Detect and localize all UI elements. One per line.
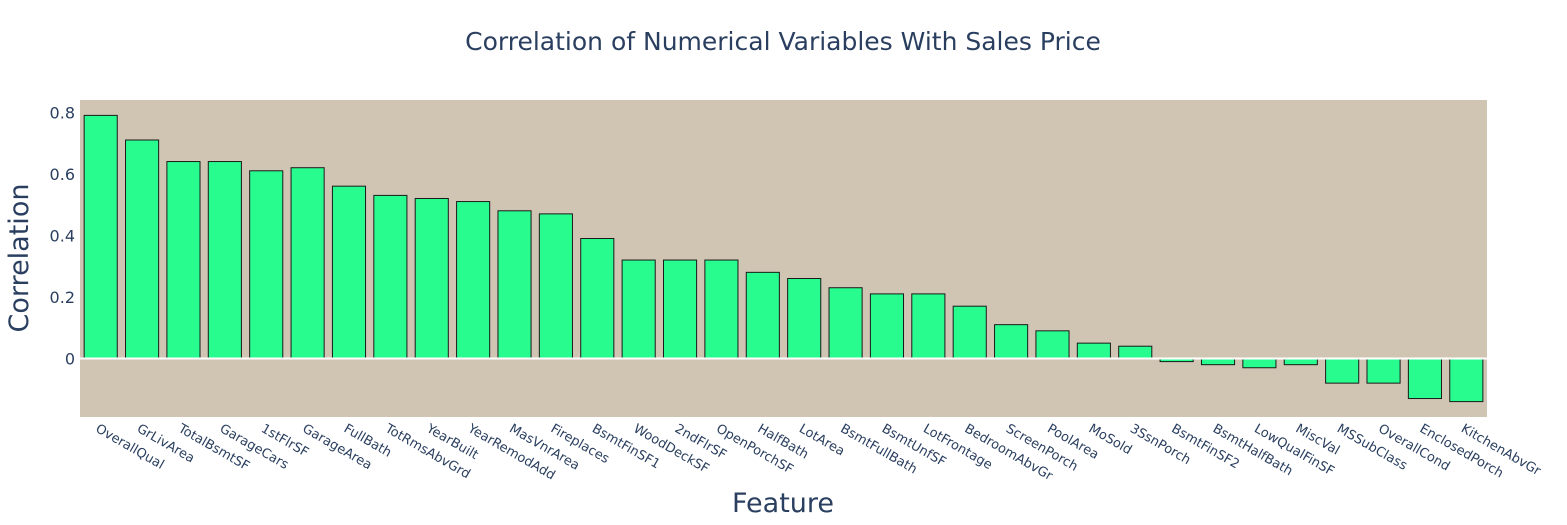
bar-KitchenAbvGr: [1449, 358, 1484, 403]
bar-GrLivArea: [125, 139, 160, 360]
bar-MSSubClass: [1325, 358, 1360, 384]
y-tick-labels: 0.8 0.6 0.4 0.2 0: [50, 103, 75, 368]
bar-MasVnrArea: [497, 210, 532, 360]
bar-MoSold: [1076, 342, 1111, 360]
bar-LotFrontage: [911, 293, 946, 360]
bar-TotalBsmtSF: [166, 161, 201, 360]
bar-BsmtFullBath: [828, 287, 863, 360]
bar-3SsnPorch: [1118, 345, 1153, 360]
chart-title: Correlation of Numerical Variables With …: [465, 27, 1101, 56]
y-tick-label: 0.4: [50, 226, 75, 245]
bar-ScreenPorch: [994, 324, 1029, 360]
y-tick-label: 0.6: [50, 165, 75, 184]
bars-group: [83, 114, 1484, 403]
x-tick-labels: OverallQualGrLivAreaTotalBsmtSFGarageCar…: [93, 421, 1544, 484]
bar-WoodDeckSF: [621, 259, 656, 360]
bar-TotRmsAbvGrd: [373, 194, 408, 360]
y-tick-label: 0.8: [50, 103, 75, 122]
bar-YearBuilt: [414, 197, 449, 360]
bar-1stFlrSF: [249, 170, 284, 360]
bar-PoolArea: [1035, 330, 1070, 360]
bar-YearRemodAdd: [456, 201, 491, 360]
y-axis-title: Correlation: [4, 184, 35, 333]
bar-OpenPorchSF: [704, 259, 739, 360]
bar-BedroomAbvGr: [952, 305, 987, 360]
x-axis-title: Feature: [732, 488, 834, 519]
bar-2ndFlrSF: [662, 259, 698, 360]
bar-OverallCond: [1366, 358, 1401, 384]
bar-HalfBath: [745, 271, 780, 360]
bar-GarageCars: [207, 161, 242, 360]
bar-OverallQual: [83, 114, 118, 360]
bar-Fireplaces: [538, 213, 573, 360]
bar-LowQualFinSF: [1242, 358, 1277, 369]
bar-FullBath: [331, 185, 367, 360]
y-tick-label: 0.2: [50, 288, 75, 307]
bar-LotArea: [787, 278, 822, 360]
y-tick-label: 0: [65, 350, 75, 369]
bar-GarageArea: [290, 167, 325, 360]
bar-BsmtFinSF1: [580, 238, 615, 360]
bar-EnclosedPorch: [1407, 358, 1442, 400]
bar-BsmtUnfSF: [869, 293, 905, 360]
